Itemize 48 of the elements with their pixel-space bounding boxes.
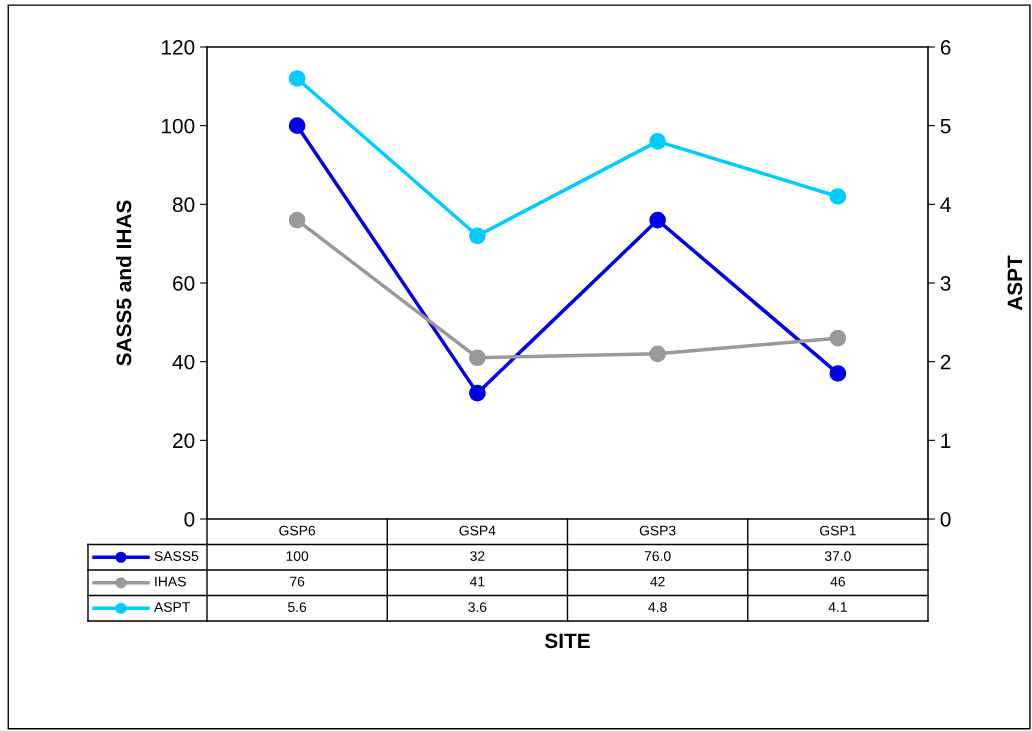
point — [288, 117, 306, 135]
x-tick-label: GSP1 — [820, 525, 856, 536]
y2-tick-label: 0 — [940, 512, 951, 527]
data-label: 100 — [286, 551, 309, 561]
point — [469, 349, 486, 367]
point — [829, 188, 847, 205]
data-label: 4.1 — [828, 602, 847, 612]
legend-label: SASS5 — [154, 551, 199, 561]
point — [288, 70, 306, 87]
y-tick-label: 60 — [173, 276, 195, 291]
x-axis-title: SITE — [544, 633, 590, 649]
y2-tick-label: 2 — [940, 354, 951, 370]
y2-tick-label: 4 — [940, 197, 951, 212]
x-tick-label: GSP4 — [459, 525, 496, 536]
y2-tick-label: 3 — [940, 276, 951, 291]
y2-tick-label: 5 — [940, 118, 951, 134]
point — [649, 133, 666, 150]
y2-tick-label: 1 — [941, 433, 951, 448]
data-label: 4.8 — [648, 602, 667, 612]
point — [469, 384, 486, 402]
x-tick-label: GSP3 — [639, 525, 676, 536]
data-label: 32 — [470, 551, 485, 561]
legend-label: IHAS — [155, 576, 186, 587]
data-label: 5.6 — [288, 602, 307, 612]
legend-label: ASPT — [154, 602, 190, 612]
y-tick-label: 0 — [184, 512, 195, 527]
point — [649, 345, 666, 363]
y2-tick-label: 6 — [940, 40, 951, 55]
data-label: 3.6 — [468, 602, 487, 612]
y2-axis-title: ASPT — [1007, 255, 1023, 311]
y-tick-label: 40 — [172, 354, 195, 370]
data-label: 46 — [830, 576, 845, 587]
x-tick-label: GSP6 — [279, 525, 316, 536]
y-axis-title: SASS5 and IHAS — [116, 200, 132, 366]
point — [829, 365, 847, 382]
data-label: 76.0 — [644, 551, 671, 561]
point — [829, 329, 847, 347]
y-tick-label: 120 — [162, 40, 195, 55]
data-label: 41 — [469, 576, 485, 587]
y-tick-label: 80 — [172, 197, 195, 213]
point — [469, 227, 486, 245]
data-label: 76 — [290, 576, 305, 587]
point — [288, 211, 306, 229]
y-tick-label: 100 — [162, 118, 195, 134]
data-label: 37.0 — [824, 551, 851, 561]
data-label: 42 — [650, 576, 665, 587]
y-tick-label: 20 — [173, 433, 195, 449]
point — [649, 211, 666, 229]
